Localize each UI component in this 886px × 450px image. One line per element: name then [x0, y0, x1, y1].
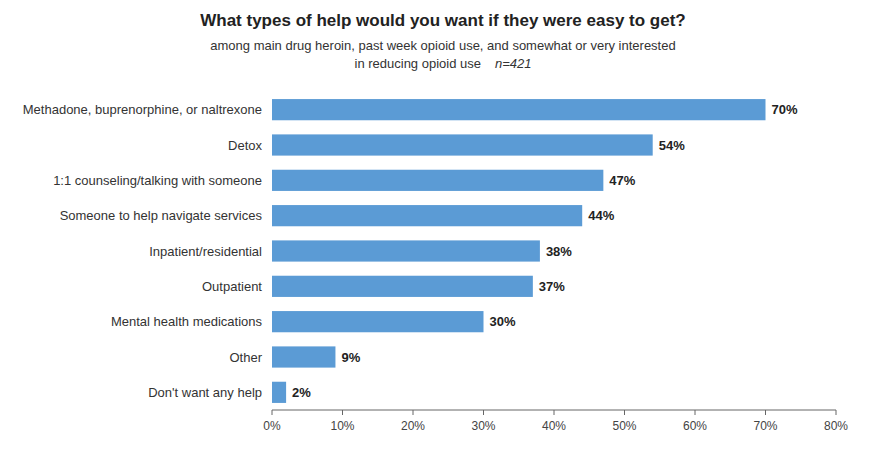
tick-label: 50% [612, 419, 636, 433]
category-label: Don't want any help [148, 385, 262, 400]
tick-mark [624, 410, 625, 415]
tick-label: 30% [471, 419, 495, 433]
data-label: 2% [292, 385, 311, 400]
data-label: 47% [609, 173, 635, 188]
bars [272, 99, 766, 403]
bar [272, 170, 603, 191]
data-label: 9% [341, 350, 360, 365]
tick-label: 40% [542, 419, 566, 433]
annotation: n=421 [495, 56, 532, 71]
title: What types of help would you want if the… [200, 11, 686, 30]
subtitle-line: among main drug heroin, past week opioid… [210, 38, 675, 53]
category-label: Inpatient/residential [149, 244, 262, 259]
data-label: 44% [588, 208, 614, 223]
category-label: Someone to help navigate services [60, 208, 263, 223]
chart: What types of help would you want if the… [0, 0, 886, 450]
tick-mark [413, 410, 414, 415]
bar [272, 205, 582, 226]
data-label: 70% [772, 102, 798, 117]
tick-mark [272, 410, 273, 415]
data-label: 54% [659, 138, 685, 153]
category-label: Other [229, 350, 262, 365]
category-label: 1:1 counseling/talking with someone [53, 173, 262, 188]
subtitle: in reducing opioid use n=421 [355, 56, 532, 71]
bar [272, 276, 533, 297]
tick-mark [342, 410, 343, 415]
subtitle: among main drug heroin, past week opioid… [210, 38, 675, 53]
data-label: 38% [546, 244, 572, 259]
category-label: Mental health medications [111, 314, 263, 329]
bar [272, 311, 484, 332]
category-label: Detox [228, 138, 262, 153]
tick-label: 20% [401, 419, 425, 433]
bar [272, 346, 335, 367]
tick-mark [765, 410, 766, 415]
labels: Methadone, buprenorphine, or naltrexone 7… [23, 102, 798, 400]
tick-mark [836, 410, 837, 415]
category-label: Methadone, buprenorphine, or naltrexone [23, 102, 262, 117]
subtitle-line: in reducing opioid use [355, 56, 481, 71]
data-label: 37% [539, 279, 565, 294]
tick-mark [554, 410, 555, 415]
bar [272, 99, 766, 120]
tick-label: 10% [330, 419, 354, 433]
category-label: Outpatient [202, 279, 262, 294]
tick-mark [483, 410, 484, 415]
axis-line [272, 410, 836, 411]
x-axis: 0% 10% 20% 30% 40% 50% 60% 70% 80% [263, 410, 848, 433]
tick-mark [695, 410, 696, 415]
tick-label: 60% [683, 419, 707, 433]
bar [272, 240, 540, 261]
bar [272, 134, 653, 155]
bar [272, 382, 286, 403]
tick-label: 70% [753, 419, 777, 433]
data-label: 30% [490, 314, 516, 329]
tick-label: 0% [263, 419, 281, 433]
tick-label: 80% [824, 419, 848, 433]
